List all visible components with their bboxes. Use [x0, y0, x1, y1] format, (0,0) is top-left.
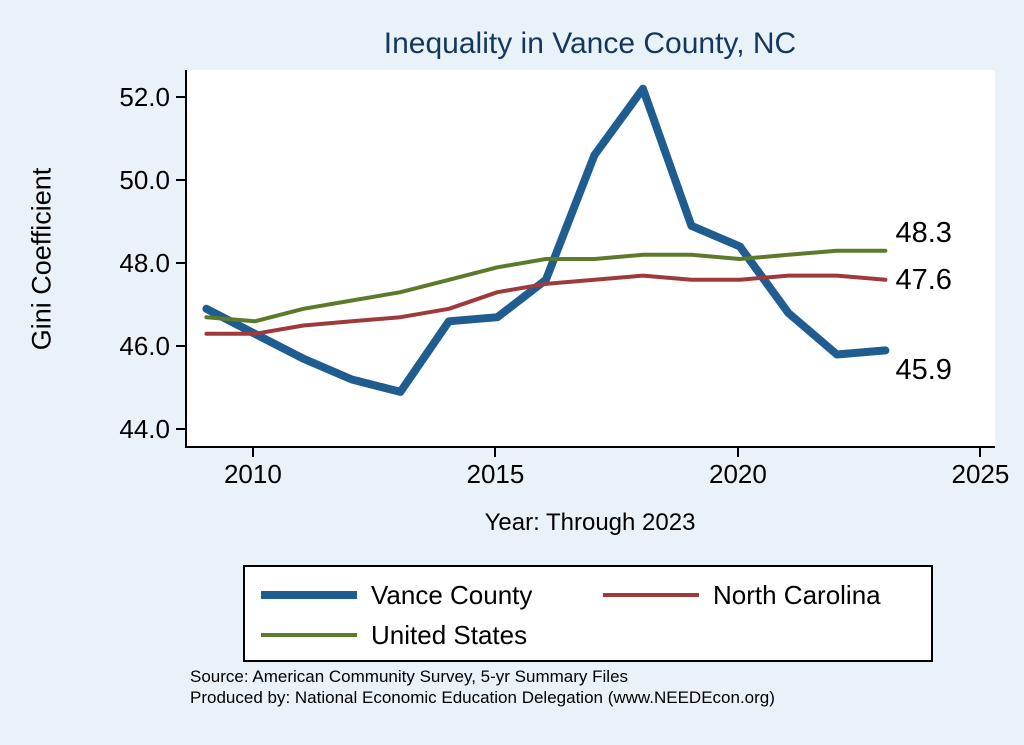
x-tick-mark — [251, 448, 254, 457]
series-line-north-carolina — [204, 273, 888, 336]
chart-title: Inequality in Vance County, NC — [383, 27, 797, 60]
legend-item-united-states: United States — [261, 615, 527, 655]
y-tick-mark — [176, 96, 185, 98]
y-tick-label: 50.0 — [119, 165, 170, 196]
legend-label-north-carolina: North Carolina — [713, 579, 881, 610]
y-tick-label: 48.0 — [119, 248, 170, 279]
y-tick-mark — [176, 345, 185, 348]
x-tick-label: 2025 — [951, 459, 1010, 489]
legend-swatch-north-carolina — [603, 593, 699, 597]
legend-label-united-states: United States — [371, 619, 528, 650]
plot-area — [185, 70, 995, 448]
y-axis-title: Gini Coefficient — [26, 167, 57, 351]
x-tick-label: 2015 — [466, 459, 525, 489]
x-tick-label: 2010 — [223, 459, 282, 489]
produced-line: Produced by: National Economic Education… — [190, 688, 775, 707]
series-line-vance-county — [202, 84, 890, 396]
legend-label-vance-county: Vance County — [371, 579, 533, 610]
source-line: Source: American Community Survey, 5-yr … — [190, 667, 629, 686]
x-tick-mark — [736, 448, 739, 457]
legend-item-vance-county: Vance County — [261, 575, 532, 615]
x-tick-label: 2020 — [709, 459, 767, 489]
x-tick-mark — [979, 448, 982, 457]
y-tick-label: 52.0 — [119, 82, 170, 112]
y-tick-mark — [176, 262, 185, 265]
series-lines-svg — [202, 84, 890, 396]
y-tick-label: 46.0 — [119, 331, 170, 362]
source-note: Source: American Community Survey, 5-yr … — [190, 666, 775, 708]
legend: Vance County North Carolina United State… — [243, 565, 933, 662]
series-line-united-states — [204, 248, 888, 324]
x-axis-title: Year: Through 2023 — [484, 509, 696, 536]
legend-swatch-vance-county — [261, 591, 357, 599]
legend-swatch-united-states — [261, 633, 357, 637]
y-tick-mark — [176, 179, 185, 182]
legend-item-north-carolina: North Carolina — [603, 575, 881, 615]
x-tick-mark — [494, 448, 497, 457]
y-tick-mark — [176, 428, 185, 431]
y-tick-label: 44.0 — [119, 414, 170, 445]
